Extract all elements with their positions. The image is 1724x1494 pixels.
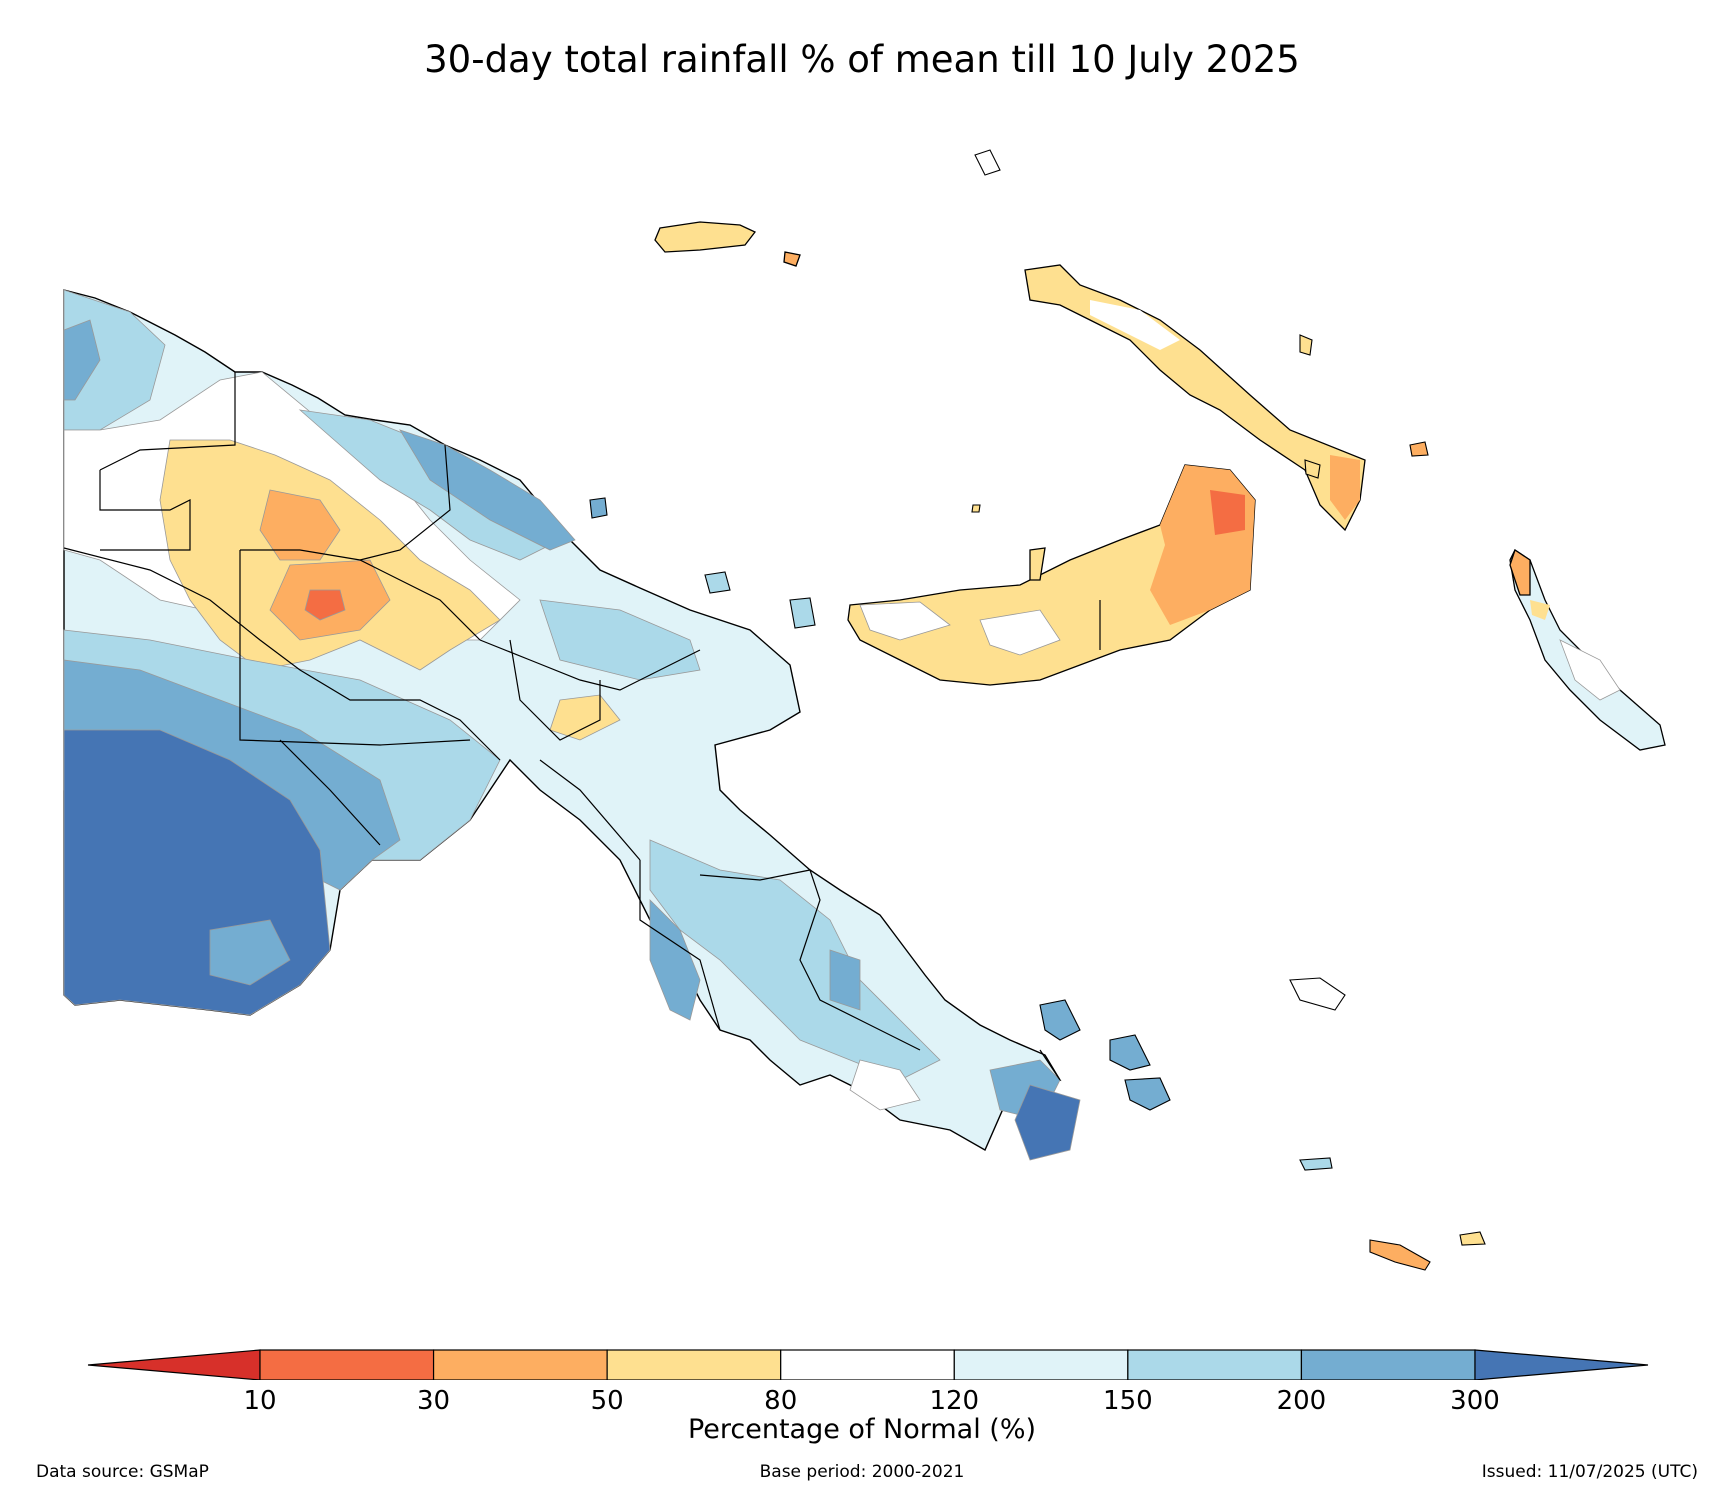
province-borders bbox=[63, 372, 1061, 1081]
issued-date: Issued: 11/07/2025 (UTC) bbox=[1481, 1462, 1698, 1482]
colorbar-segment bbox=[259, 1349, 435, 1380]
bougainville bbox=[1509, 548, 1666, 751]
colorbar-tick-label: 10 bbox=[243, 1386, 277, 1416]
colorbar-segment bbox=[1300, 1349, 1476, 1380]
colorbar bbox=[87, 1349, 1649, 1380]
colorbar-segment bbox=[1127, 1349, 1303, 1380]
rainfall-map bbox=[63, 149, 1666, 1271]
colorbar-tick-label: 80 bbox=[764, 1386, 798, 1416]
colorbar-tick-label: 50 bbox=[590, 1386, 624, 1416]
manus bbox=[654, 221, 801, 267]
colorbar-extend-high bbox=[1474, 1349, 1649, 1380]
new-ireland bbox=[1024, 264, 1366, 532]
colorbar-segment bbox=[432, 1349, 608, 1380]
data-source: Data source: GSMaP bbox=[36, 1462, 209, 1482]
colorbar-label: Percentage of Normal (%) bbox=[687, 1414, 1037, 1445]
colorbar-segment bbox=[606, 1349, 782, 1380]
map-title: 30-day total rainfall % of mean till 10 … bbox=[424, 38, 1300, 81]
colorbar-segments bbox=[87, 1349, 1649, 1380]
colorbar-tick-label: 300 bbox=[1450, 1386, 1500, 1416]
colorbar-tick-label: 120 bbox=[929, 1386, 980, 1416]
colorbar-extend-low bbox=[87, 1349, 261, 1380]
islands bbox=[589, 149, 1486, 1271]
colorbar-tick-label: 200 bbox=[1276, 1386, 1327, 1416]
colorbar-tick-label: 30 bbox=[417, 1386, 451, 1416]
colorbar-segment bbox=[780, 1349, 955, 1380]
colorbar-tick-label: 150 bbox=[1103, 1386, 1153, 1416]
base-period: Base period: 2000-2021 bbox=[759, 1462, 965, 1482]
new-britain bbox=[847, 464, 1256, 686]
colorbar-segment bbox=[953, 1349, 1129, 1380]
